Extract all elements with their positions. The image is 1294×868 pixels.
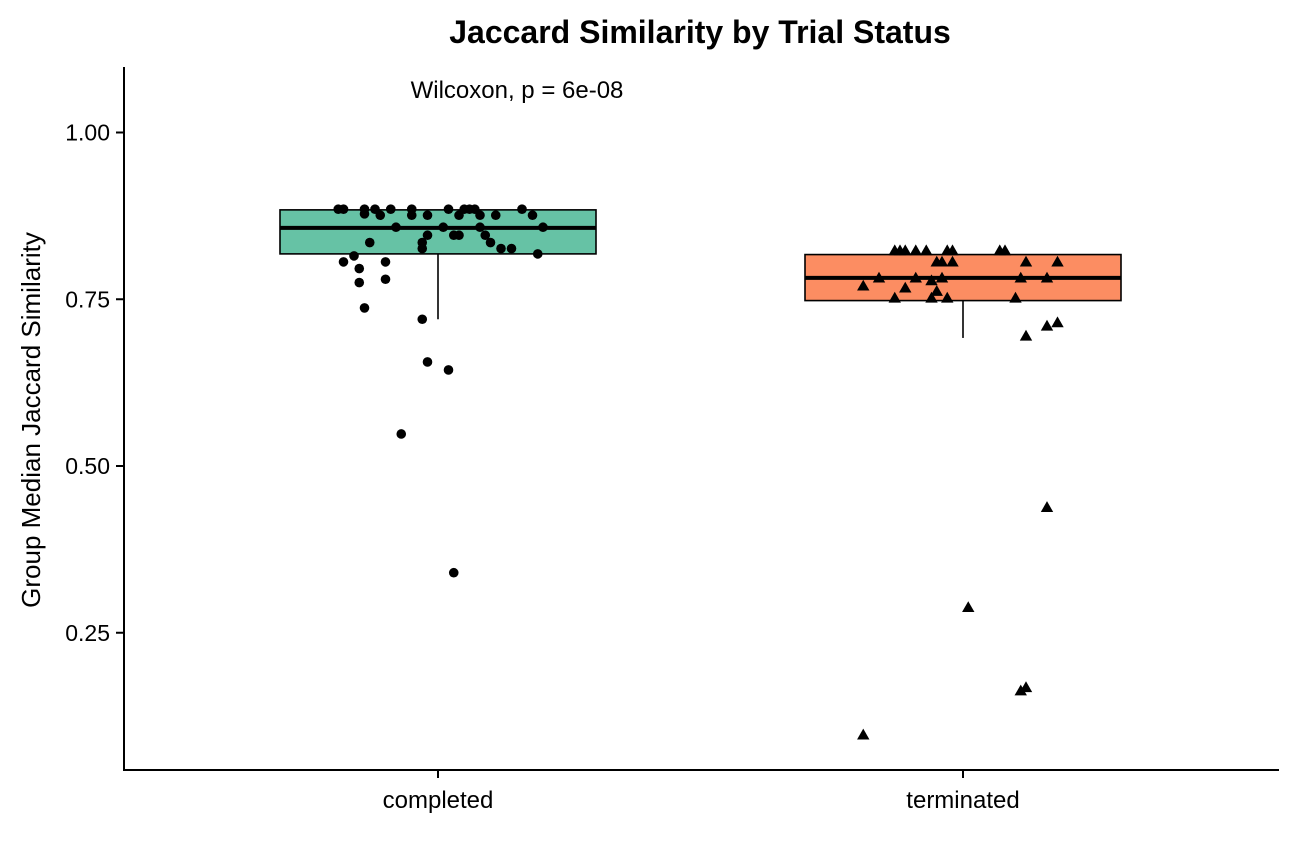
data-point xyxy=(380,274,391,285)
plot-area xyxy=(279,204,1122,740)
data-point xyxy=(1019,329,1033,341)
data-point xyxy=(888,291,901,303)
data-point xyxy=(872,271,886,283)
data-point xyxy=(354,263,365,274)
axis-ticks: 0.25 0.50 0.75 1.00 completed terminated xyxy=(65,120,1019,815)
data-point xyxy=(338,204,349,215)
data-point xyxy=(935,255,949,267)
data-point xyxy=(532,249,543,259)
data-point xyxy=(443,365,454,375)
y-tick-label: 1.00 xyxy=(65,120,110,146)
data-point xyxy=(527,210,538,221)
data-point xyxy=(485,237,496,248)
data-point xyxy=(1051,255,1064,267)
data-point xyxy=(417,243,428,254)
box-completed xyxy=(279,209,597,255)
data-point xyxy=(909,271,922,283)
data-point xyxy=(1009,291,1022,303)
data-point xyxy=(359,209,370,219)
data-point xyxy=(517,204,527,215)
data-point xyxy=(480,230,491,241)
data-point xyxy=(998,244,1012,256)
data-point xyxy=(396,429,407,439)
data-point xyxy=(490,210,501,221)
data-point xyxy=(909,244,922,256)
data-point xyxy=(349,251,359,261)
wilcoxon-annotation: Wilcoxon, p = 6e-08 xyxy=(411,77,624,104)
data-point xyxy=(375,210,386,221)
data-point xyxy=(406,204,417,215)
data-point xyxy=(380,257,391,267)
y-tick-label: 0.75 xyxy=(65,286,110,312)
y-tick-label: 0.25 xyxy=(65,620,110,646)
data-point xyxy=(338,257,349,267)
x-tick-label-terminated: terminated xyxy=(906,787,1019,814)
data-point xyxy=(364,237,375,248)
y-axis-title: Group Median Jaccard Similarity xyxy=(16,232,46,608)
data-point xyxy=(454,230,464,241)
data-point xyxy=(417,314,428,325)
data-point xyxy=(1040,271,1054,283)
chart-title: Jaccard Similarity by Trial Status xyxy=(449,14,951,50)
data-point xyxy=(857,728,870,740)
data-point xyxy=(506,243,517,254)
data-point xyxy=(354,277,365,288)
data-point xyxy=(448,567,459,578)
data-point xyxy=(422,357,433,367)
data-point xyxy=(946,244,959,256)
data-point xyxy=(391,222,401,233)
data-point xyxy=(438,222,449,233)
data-point xyxy=(1019,255,1033,267)
data-point xyxy=(925,291,938,303)
data-point xyxy=(925,274,938,286)
data-point xyxy=(443,204,454,215)
data-point xyxy=(385,204,396,215)
data-point xyxy=(538,222,548,233)
data-point xyxy=(1040,319,1054,331)
data-point xyxy=(422,230,433,241)
data-point xyxy=(475,210,485,221)
data-point xyxy=(1014,684,1027,696)
data-point xyxy=(1051,316,1064,328)
data-point xyxy=(941,291,954,303)
data-point xyxy=(962,601,975,613)
data-point xyxy=(475,222,485,233)
data-point xyxy=(935,271,949,283)
data-point xyxy=(899,281,912,293)
data-point xyxy=(1040,501,1054,513)
x-tick-label-completed: completed xyxy=(383,787,494,814)
data-point xyxy=(1014,271,1027,283)
data-point xyxy=(496,243,506,254)
data-point xyxy=(899,244,912,256)
data-point xyxy=(857,279,870,291)
data-point xyxy=(920,244,933,256)
data-point xyxy=(422,210,433,221)
data-point xyxy=(946,255,959,267)
data-point xyxy=(930,285,943,296)
y-tick-label: 0.50 xyxy=(65,453,110,479)
data-point xyxy=(359,303,370,313)
